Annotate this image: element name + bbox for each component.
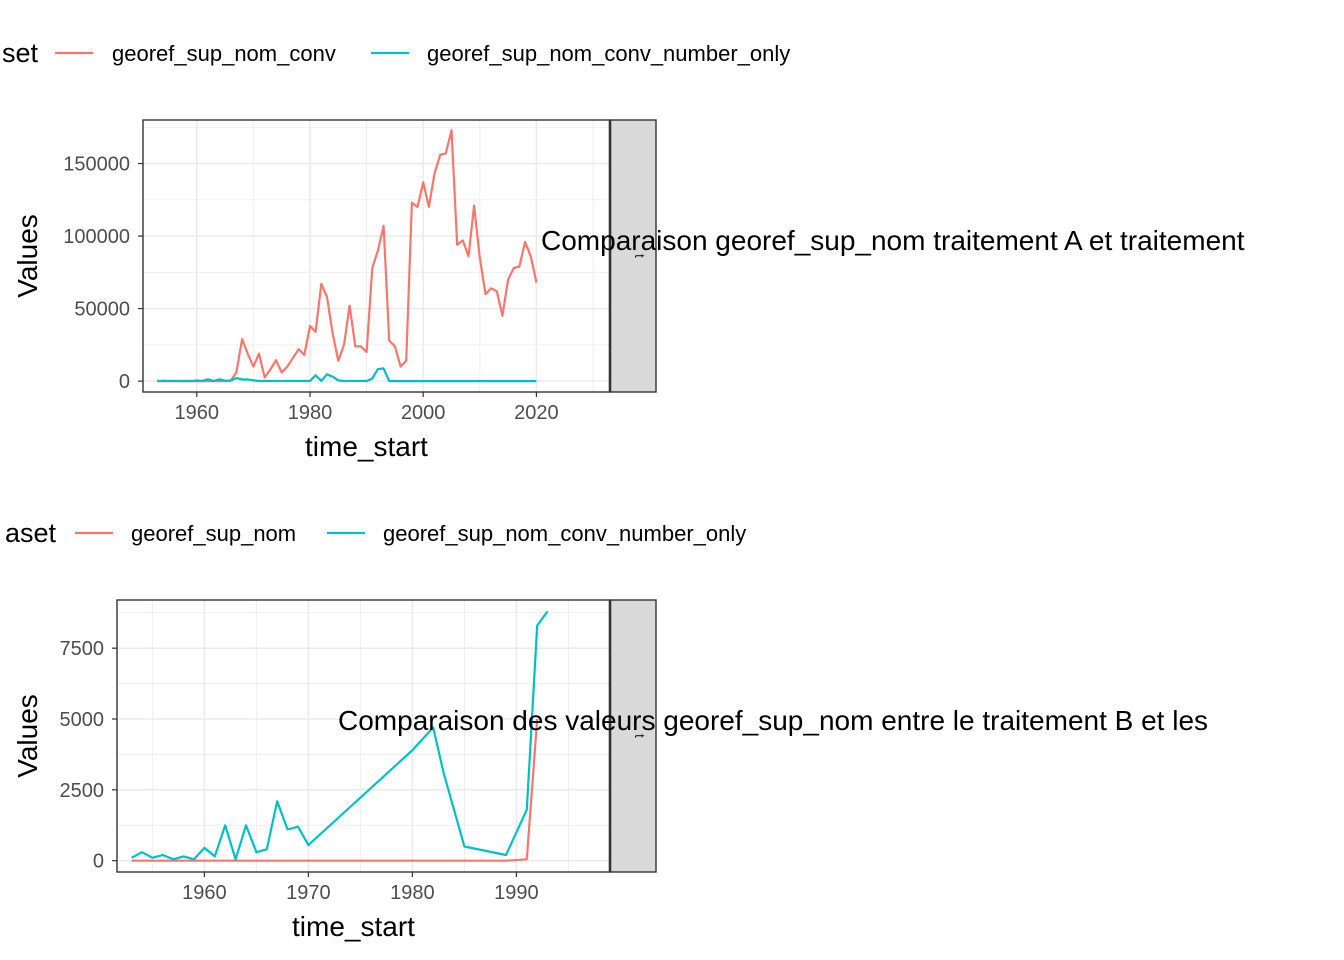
legend-label-2: georef_sup_nom_conv_number_only <box>383 521 746 546</box>
x-tick-label: 2000 <box>401 402 446 424</box>
x-tick-label: 1990 <box>494 882 539 904</box>
y-tick-label: 2500 <box>60 780 105 802</box>
x-tick-label: 1980 <box>288 402 333 424</box>
x-axis-title: time_start <box>292 911 415 942</box>
x-tick-label: 1960 <box>182 882 227 904</box>
legend-title: aset <box>5 518 57 548</box>
legend-label-2: georef_sup_nom_conv_number_only <box>427 41 790 66</box>
y-tick-label: 0 <box>119 371 130 393</box>
series-line-2 <box>157 367 537 383</box>
x-tick-label: 2020 <box>514 402 559 424</box>
y-tick-label: 50000 <box>74 299 130 321</box>
plot-background <box>117 600 610 872</box>
x-tick-label: 1980 <box>390 882 435 904</box>
x-tick-label: 1960 <box>175 402 220 424</box>
series-line-1 <box>157 129 538 383</box>
x-tick-label: 1970 <box>286 882 331 904</box>
y-tick-label: 5000 <box>60 709 105 731</box>
y-tick-label: 150000 <box>63 154 130 176</box>
legend-label-1: georef_sup_nom <box>131 521 296 546</box>
chart-panel-1: t 1960 1980 2000 2020 0 50000 100000 150000 time_… <box>2 38 1245 462</box>
facet-strip-label: t <box>632 734 648 738</box>
series-line-2 <box>131 610 549 861</box>
legend-title: set <box>2 38 39 68</box>
chart-panel-2: t 1960 1970 1980 1990 0 2500 5000 7500 time_start… <box>5 518 1208 942</box>
facet-strip-label: t <box>632 254 648 258</box>
series-line-1 <box>131 718 539 862</box>
y-tick-label: 7500 <box>60 638 105 660</box>
y-axis-title: Values <box>12 694 43 778</box>
facet-strip <box>609 599 657 873</box>
facet-title-overlay: Comparaison des valeurs georef_sup_nom e… <box>338 705 1208 736</box>
y-tick-label: 0 <box>93 851 104 873</box>
y-axis-title: Values <box>12 214 43 298</box>
facet-strip <box>609 119 657 393</box>
legend-label-1: georef_sup_nom_conv <box>112 41 336 66</box>
y-tick-label: 100000 <box>63 226 130 248</box>
facet-title-overlay: Comparaison georef_sup_nom traitement A … <box>541 225 1245 256</box>
x-axis-title: time_start <box>305 431 428 462</box>
